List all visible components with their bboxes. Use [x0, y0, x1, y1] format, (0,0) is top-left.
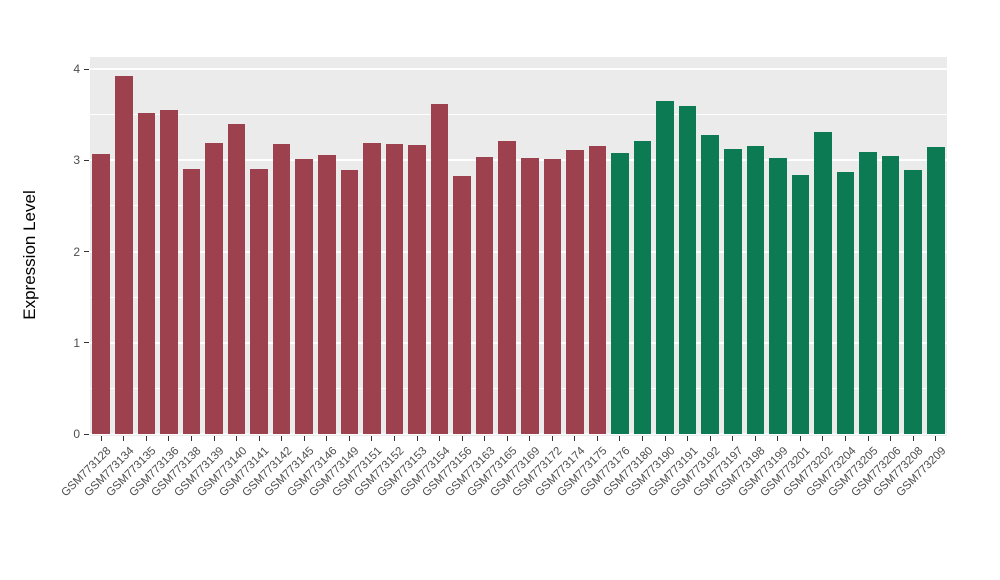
bar-GSM773141 [250, 169, 268, 434]
y-tick-mark [84, 68, 89, 70]
bar-GSM773205 [859, 152, 877, 434]
x-tick-mark [799, 436, 801, 441]
x-tick-mark [258, 436, 260, 441]
bar-GSM773201 [791, 174, 810, 434]
x-tick-mark [123, 436, 125, 441]
bar-GSM773152 [385, 143, 404, 434]
x-tick-mark [619, 436, 621, 441]
gridline-major [90, 159, 947, 162]
x-tick-mark [484, 436, 486, 441]
bar-GSM773142 [272, 143, 291, 434]
gridline-major [90, 250, 947, 253]
bar-GSM773163 [475, 156, 494, 434]
bar-GSM773202 [814, 131, 832, 434]
gridline-major [90, 341, 947, 344]
x-tick-mark [416, 436, 418, 441]
x-tick-mark [642, 436, 644, 441]
x-tick-mark [912, 436, 914, 441]
gridline-minor [90, 114, 947, 116]
bar-GSM773180 [633, 141, 652, 434]
x-tick-mark [822, 436, 824, 441]
y-tick-label: 3 [73, 153, 80, 168]
y-tick-label: 4 [73, 62, 80, 76]
x-tick-mark [664, 436, 666, 441]
x-tick-mark [145, 436, 147, 441]
bar-GSM773149 [340, 170, 359, 434]
bar-GSM773176 [611, 152, 629, 434]
x-tick-mark [190, 436, 192, 441]
bar-GSM773156 [453, 175, 471, 434]
x-tick-mark [574, 436, 576, 441]
x-tick-mark [371, 436, 373, 441]
x-tick-mark [754, 436, 756, 441]
bar-GSM773136 [160, 110, 178, 434]
bar-GSM773128 [92, 153, 111, 434]
x-tick-mark [236, 436, 238, 441]
y-tick-label: 1 [73, 335, 80, 350]
bar-GSM773204 [836, 172, 855, 434]
x-tick-mark [687, 436, 689, 441]
bar-GSM773134 [115, 76, 133, 434]
x-tick-mark [281, 436, 283, 441]
bar-GSM773139 [205, 142, 223, 434]
x-tick-mark [506, 436, 508, 441]
y-tick-label: 0 [73, 427, 80, 441]
x-tick-mark [303, 436, 305, 441]
x-tick-mark [100, 436, 102, 441]
x-tick-mark [867, 436, 869, 441]
plot-panel [90, 57, 947, 436]
x-tick-mark [551, 436, 553, 441]
x-tick-mark [596, 436, 598, 441]
bar-GSM773206 [881, 155, 900, 434]
y-tick-mark [84, 159, 89, 161]
gridline-minor [90, 296, 947, 298]
x-tick-mark [213, 436, 215, 441]
y-axis-title: Expression Level [20, 190, 39, 320]
x-tick-mark [529, 436, 531, 441]
bar-GSM773146 [318, 154, 336, 434]
x-tick-mark [461, 436, 463, 441]
gridline-major [90, 433, 947, 435]
y-tick-label: 2 [73, 244, 80, 259]
x-tick-mark [845, 436, 846, 441]
bar-GSM773174 [566, 150, 584, 434]
bar-GSM773190 [656, 100, 674, 434]
x-tick-mark [439, 436, 441, 441]
bar-GSM773154 [430, 103, 449, 434]
x-tick-mark [348, 436, 350, 441]
x-tick-mark [326, 436, 328, 441]
gridline-minor [90, 387, 947, 389]
bar-GSM773209 [926, 146, 945, 434]
bar-GSM773198 [746, 145, 765, 434]
gridline-minor [90, 205, 947, 207]
x-tick-mark [709, 436, 711, 441]
x-tick-mark [732, 436, 734, 441]
bar-GSM773140 [227, 123, 246, 434]
bar-GSM773192 [701, 134, 719, 434]
x-tick-mark [935, 436, 937, 441]
y-tick-mark [84, 251, 89, 252]
bar-GSM773172 [543, 159, 562, 434]
bar-GSM773208 [904, 170, 922, 434]
x-tick-mark [890, 436, 892, 441]
y-tick-mark [84, 342, 89, 344]
x-tick-mark [393, 436, 395, 441]
x-tick-mark [777, 436, 779, 441]
bar-GSM773199 [769, 158, 787, 434]
bar-GSM773153 [408, 144, 426, 434]
bar-GSM773197 [723, 149, 742, 434]
gridline-major [90, 68, 947, 70]
x-tick-mark [168, 436, 170, 441]
bar-GSM773145 [295, 159, 314, 434]
bar-GSM773169 [520, 157, 539, 434]
bar-GSM773175 [588, 145, 607, 434]
y-tick-mark [84, 433, 89, 435]
bar-GSM773165 [498, 141, 516, 434]
bar-GSM773135 [137, 112, 156, 434]
bar-GSM773138 [182, 169, 201, 434]
bar-GSM773191 [678, 106, 697, 434]
bar-GSM773151 [363, 142, 381, 434]
